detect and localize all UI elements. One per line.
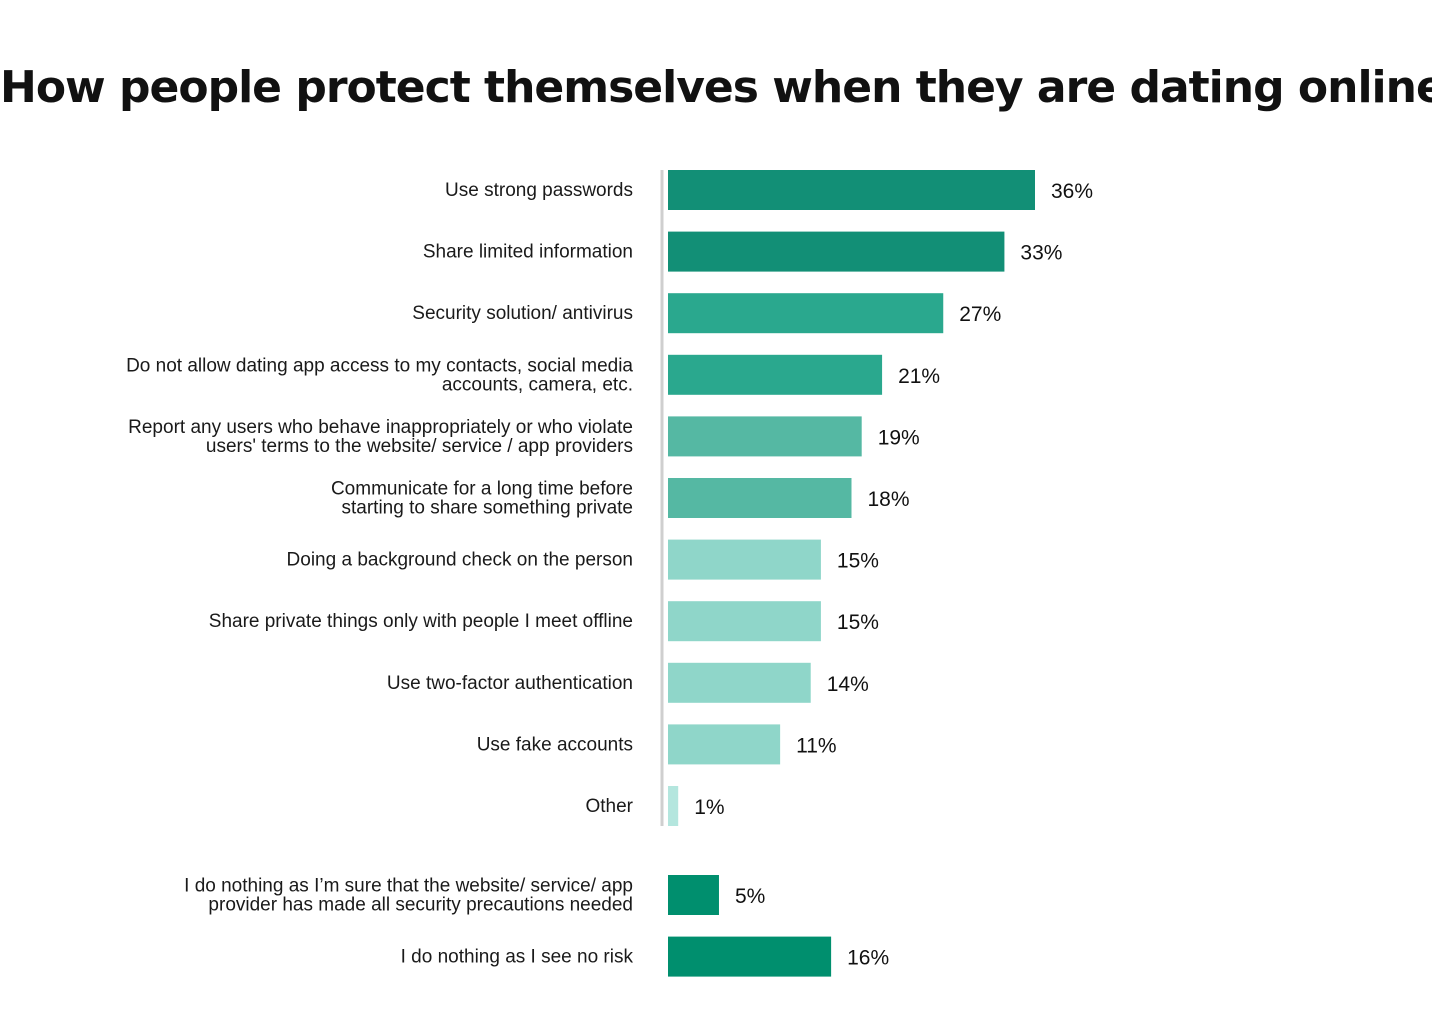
category-label: Communicate for a long time before starti…: [331, 479, 633, 519]
category-label: Share limited information: [423, 242, 633, 263]
value-label: 21%: [898, 365, 940, 388]
category-label-line: Security solution/ antivirus: [412, 303, 633, 324]
category-label-line: provider has made all security precautio…: [208, 895, 633, 916]
bar: [668, 875, 719, 915]
value-label: 27%: [959, 303, 1001, 326]
bar: [668, 786, 679, 826]
value-label: 16%: [847, 947, 889, 970]
category-label-line: Share private things only with people I …: [209, 611, 633, 632]
category-label-line: I do nothing as I’m sure that the websit…: [184, 876, 633, 897]
bar: [668, 416, 862, 457]
category-label: Use strong passwords: [445, 180, 633, 201]
bar: [668, 354, 883, 395]
category-label-line: starting to share something private: [342, 498, 634, 519]
bar: [668, 170, 1035, 210]
bar: [668, 293, 944, 334]
value-label: 11%: [796, 734, 836, 757]
category-label: Share private things only with people I …: [209, 611, 633, 632]
chart-title: How people protect themselves when they …: [0, 62, 1432, 113]
category-label: Doing a background check on the person: [287, 550, 633, 571]
category-label-line: Communicate for a long time before: [331, 479, 633, 500]
bar: [668, 231, 1005, 272]
category-label-line: Use strong passwords: [445, 180, 633, 201]
bar: [668, 601, 821, 642]
value-label: 5%: [735, 885, 765, 908]
value-label: 15%: [837, 611, 879, 634]
category-label: Do not allow dating app access to my con…: [126, 355, 633, 395]
bar: [668, 539, 821, 580]
category-label-line: Share limited information: [423, 242, 633, 263]
category-label-line: I do nothing as I see no risk: [401, 947, 634, 968]
category-label-line: Doing a background check on the person: [287, 550, 633, 571]
bar: [668, 724, 781, 765]
value-label: 33%: [1020, 242, 1062, 265]
category-label-line: Use fake accounts: [477, 734, 633, 755]
category-label-line: users' terms to the website/ service / a…: [206, 436, 633, 457]
value-label: 18%: [868, 488, 910, 511]
category-label-line: Use two-factor authentication: [387, 673, 633, 694]
category-label: I do nothing as I see no risk: [401, 947, 634, 968]
category-label: Use two-factor authentication: [387, 673, 633, 694]
value-label: 36%: [1051, 180, 1093, 203]
category-label: I do nothing as I’m sure that the websit…: [184, 876, 633, 916]
category-label-line: accounts, camera, etc.: [442, 374, 633, 395]
bar: [668, 662, 811, 703]
value-label: 19%: [878, 426, 920, 449]
bars-layer: 36% Use strong passwords 33% Share limited …: [126, 170, 1093, 977]
bar: [668, 936, 832, 977]
bar: [668, 478, 852, 518]
category-label: Other: [585, 796, 633, 817]
value-label: 14%: [827, 673, 869, 696]
category-label: Use fake accounts: [477, 734, 633, 755]
category-label-line: Report any users who behave inappropriat…: [128, 417, 633, 438]
category-label: Report any users who behave inappropriat…: [128, 417, 633, 457]
value-label: 1%: [694, 796, 724, 819]
category-label-line: Do not allow dating app access to my con…: [126, 355, 633, 376]
value-label: 15%: [837, 550, 879, 573]
category-label: Security solution/ antivirus: [412, 303, 633, 324]
category-label-line: Other: [585, 796, 633, 817]
